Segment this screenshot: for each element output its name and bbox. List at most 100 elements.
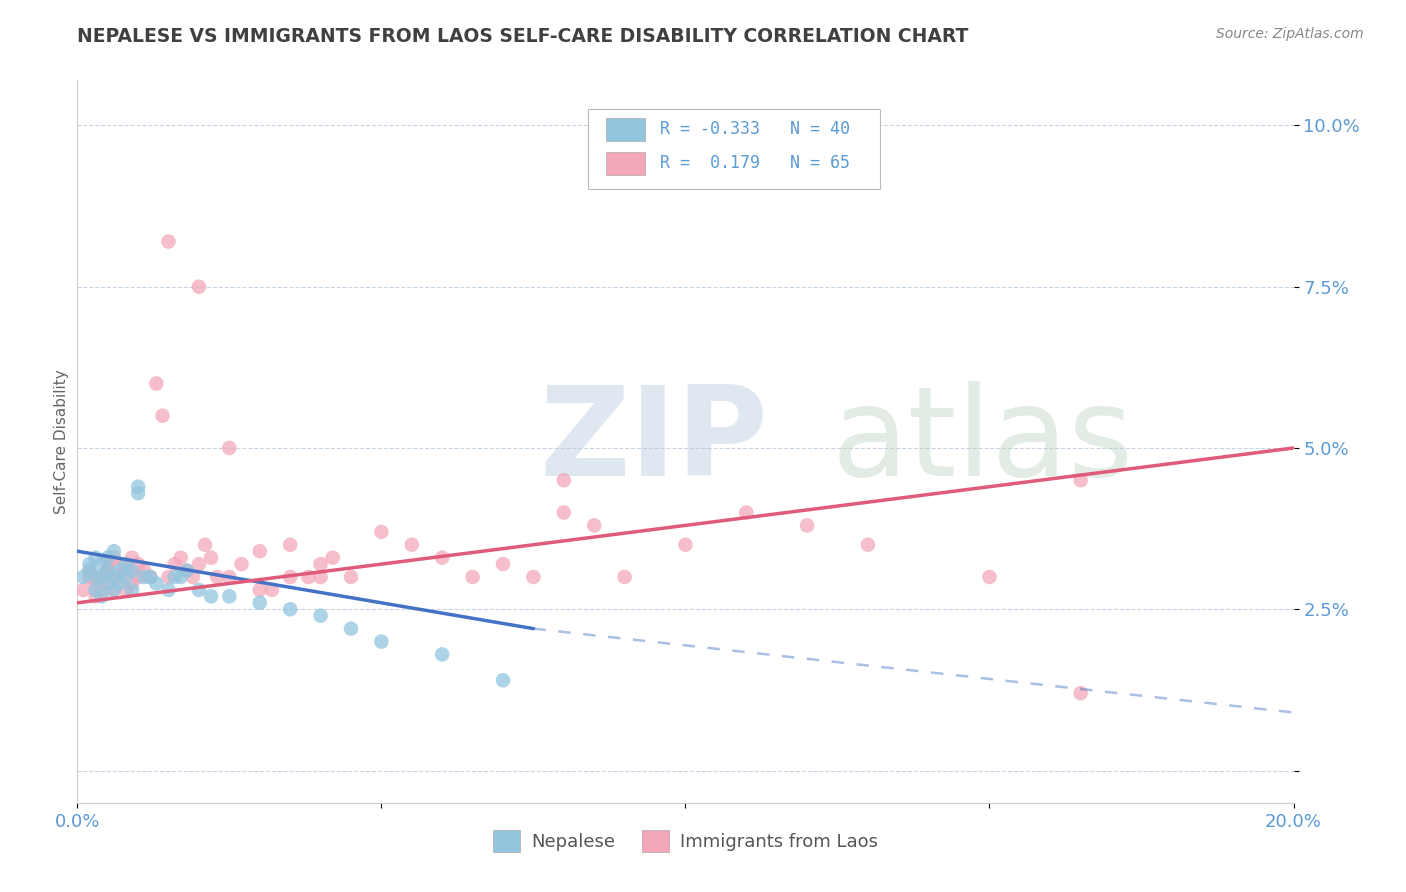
Point bbox=[90, 582, 112, 597]
Point bbox=[194, 538, 217, 552]
Point bbox=[309, 570, 332, 584]
FancyBboxPatch shape bbox=[606, 152, 645, 175]
Point bbox=[79, 570, 101, 584]
Point bbox=[181, 570, 204, 584]
Point bbox=[249, 544, 271, 558]
Point bbox=[97, 576, 120, 591]
Point bbox=[492, 557, 515, 571]
Point bbox=[84, 576, 107, 591]
Point bbox=[103, 550, 125, 565]
Point bbox=[249, 582, 271, 597]
Point bbox=[134, 570, 156, 584]
Point bbox=[103, 582, 125, 597]
Point bbox=[522, 570, 544, 584]
Point bbox=[163, 570, 186, 584]
Point bbox=[218, 590, 240, 604]
Point bbox=[200, 550, 222, 565]
Point bbox=[613, 570, 636, 584]
Point bbox=[152, 409, 174, 423]
Point bbox=[205, 570, 228, 584]
Text: ZIP: ZIP bbox=[540, 381, 768, 502]
Point bbox=[127, 570, 149, 584]
Point bbox=[108, 570, 131, 584]
Point bbox=[675, 538, 697, 552]
Point bbox=[583, 518, 606, 533]
Point bbox=[127, 557, 149, 571]
Point bbox=[856, 538, 879, 552]
Point bbox=[278, 538, 301, 552]
Text: atlas: atlas bbox=[831, 381, 1133, 502]
Point bbox=[108, 557, 131, 571]
Point bbox=[97, 564, 120, 578]
Point bbox=[127, 480, 149, 494]
Point bbox=[115, 564, 138, 578]
Point bbox=[278, 602, 301, 616]
Point bbox=[278, 570, 301, 584]
Point bbox=[115, 570, 138, 584]
Point bbox=[103, 570, 125, 584]
Point bbox=[735, 506, 758, 520]
Point bbox=[1070, 686, 1092, 700]
Point bbox=[103, 582, 125, 597]
Point bbox=[134, 564, 156, 578]
Point bbox=[90, 570, 112, 584]
Point bbox=[97, 576, 120, 591]
Point bbox=[157, 570, 180, 584]
Point bbox=[492, 673, 515, 688]
Point bbox=[121, 550, 143, 565]
Point bbox=[218, 441, 240, 455]
Point bbox=[127, 486, 149, 500]
Text: Source: ZipAtlas.com: Source: ZipAtlas.com bbox=[1216, 27, 1364, 41]
Point bbox=[188, 279, 211, 293]
Point bbox=[97, 557, 120, 571]
Point bbox=[108, 576, 131, 591]
Point bbox=[139, 570, 162, 584]
Legend: Nepalese, Immigrants from Laos: Nepalese, Immigrants from Laos bbox=[485, 822, 886, 859]
Point bbox=[340, 570, 363, 584]
Point bbox=[249, 596, 271, 610]
Point bbox=[340, 622, 363, 636]
Point bbox=[90, 557, 112, 571]
Point bbox=[231, 557, 253, 571]
Point bbox=[121, 576, 143, 591]
Text: NEPALESE VS IMMIGRANTS FROM LAOS SELF-CARE DISABILITY CORRELATION CHART: NEPALESE VS IMMIGRANTS FROM LAOS SELF-CA… bbox=[77, 27, 969, 45]
Point bbox=[200, 590, 222, 604]
Point bbox=[401, 538, 423, 552]
Point bbox=[90, 570, 112, 584]
Point bbox=[115, 582, 138, 597]
Point bbox=[115, 557, 138, 571]
Point bbox=[322, 550, 344, 565]
Point bbox=[796, 518, 818, 533]
Point bbox=[170, 570, 193, 584]
Point bbox=[979, 570, 1001, 584]
Point bbox=[121, 582, 143, 597]
Point bbox=[90, 590, 112, 604]
Point bbox=[103, 544, 125, 558]
Point bbox=[430, 648, 453, 662]
Text: R =  0.179   N = 65: R = 0.179 N = 65 bbox=[659, 154, 849, 172]
Point bbox=[145, 376, 167, 391]
Point bbox=[72, 570, 94, 584]
Point bbox=[79, 564, 101, 578]
Text: R = -0.333   N = 40: R = -0.333 N = 40 bbox=[659, 120, 849, 138]
Point bbox=[84, 570, 107, 584]
Point bbox=[145, 576, 167, 591]
Point bbox=[309, 608, 332, 623]
Point bbox=[176, 564, 198, 578]
Point bbox=[188, 582, 211, 597]
Point bbox=[188, 557, 211, 571]
Point bbox=[370, 524, 392, 539]
Point bbox=[121, 564, 143, 578]
FancyBboxPatch shape bbox=[606, 118, 645, 141]
Point bbox=[84, 550, 107, 565]
Point bbox=[370, 634, 392, 648]
Point bbox=[218, 570, 240, 584]
Point bbox=[430, 550, 453, 565]
FancyBboxPatch shape bbox=[588, 109, 880, 189]
Point bbox=[1070, 473, 1092, 487]
Point bbox=[72, 582, 94, 597]
Point bbox=[170, 550, 193, 565]
Y-axis label: Self-Care Disability: Self-Care Disability bbox=[53, 369, 69, 514]
Point bbox=[97, 564, 120, 578]
Point bbox=[139, 570, 162, 584]
